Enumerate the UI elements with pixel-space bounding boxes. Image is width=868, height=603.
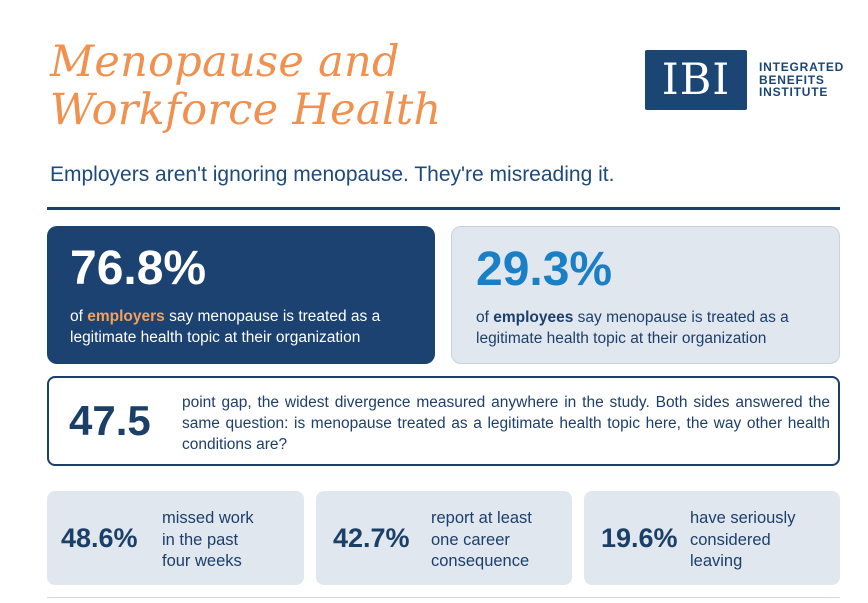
employees-highlight: employees bbox=[493, 309, 574, 326]
employees-prefix: of bbox=[476, 309, 494, 326]
logo-line-3: INSTITUTE bbox=[759, 85, 829, 100]
page-title: Menopause and Workforce Health bbox=[50, 38, 441, 134]
bottom-divider bbox=[47, 597, 840, 598]
logo-line-2: BENEFITS bbox=[759, 72, 825, 87]
logo-mark: IBI bbox=[645, 50, 747, 110]
logo-line-1: INTEGRATED bbox=[759, 60, 845, 75]
stat-label: missed work in the past four weeks bbox=[162, 509, 254, 570]
stat-value: 19.6% bbox=[601, 523, 678, 553]
title-line-2: Workforce Health bbox=[50, 85, 442, 135]
divider bbox=[47, 207, 840, 210]
gap-text: point gap, the widest divergence measure… bbox=[182, 394, 830, 453]
stat-label: have seriously considered leaving bbox=[690, 509, 796, 570]
gap-card: 47.5 point gap, the widest divergence me… bbox=[47, 376, 840, 466]
employees-stat-card: 29.3% of employees say menopause is trea… bbox=[451, 226, 840, 364]
employers-description: of employers say menopause is treated as… bbox=[70, 306, 415, 348]
employers-stat-card: 76.8% of employers say menopause is trea… bbox=[47, 226, 435, 364]
stat-card-career-consequence: 42.7% report at least one career consequ… bbox=[316, 491, 572, 585]
logo-text: INTEGRATED BENEFITS INSTITUTE bbox=[759, 61, 844, 99]
employers-highlight: employers bbox=[87, 308, 165, 325]
title-line-1: Menopause and bbox=[50, 37, 400, 87]
stat-label: report at least one career consequence bbox=[431, 509, 532, 570]
subtitle: Employers aren't ignoring menopause. The… bbox=[50, 163, 615, 186]
gap-value: 47.5 bbox=[69, 397, 151, 444]
employers-text: say menopause is treated as a legitimate… bbox=[70, 308, 381, 346]
stat-card-missed-work: 48.6% missed work in the past four weeks bbox=[47, 491, 304, 585]
stat-value: 48.6% bbox=[61, 523, 138, 553]
ibi-logo: IBI INTEGRATED BENEFITS INSTITUTE bbox=[645, 50, 844, 110]
stat-card-considered-leaving: 19.6% have seriously considered leaving bbox=[584, 491, 840, 585]
employers-value: 76.8% bbox=[70, 242, 207, 295]
employees-text: say menopause is treated as a legitimate… bbox=[476, 309, 789, 347]
employees-value: 29.3% bbox=[476, 243, 613, 296]
stat-value: 42.7% bbox=[333, 523, 410, 553]
employees-description: of employees say menopause is treated as… bbox=[476, 307, 821, 349]
employers-prefix: of bbox=[70, 308, 88, 325]
